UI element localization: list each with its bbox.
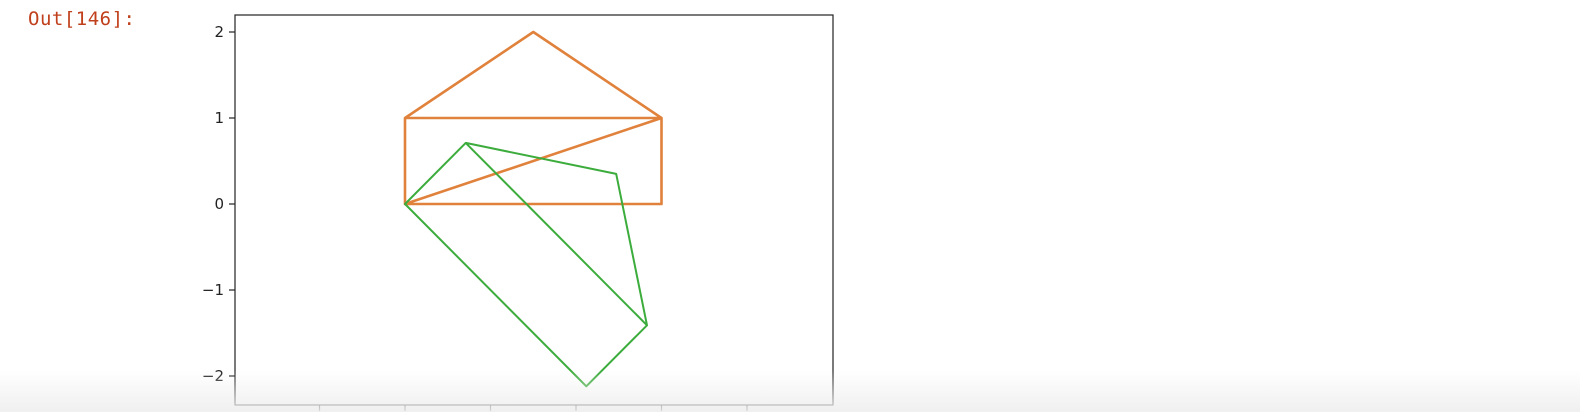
y-tick-label: 0 — [214, 195, 224, 213]
y-tick-label: 2 — [214, 23, 224, 41]
series-house-line — [403, 30, 663, 206]
y-tick-label: −1 — [202, 281, 224, 299]
axes-frame — [234, 14, 834, 406]
y-tick-label: −2 — [202, 367, 224, 385]
series-transformed-line — [404, 141, 648, 388]
plot-axes: 2 1 0 −1 −2 — [202, 23, 748, 411]
y-tick-label: 1 — [214, 109, 224, 127]
plot-series — [403, 30, 663, 388]
output-prompt: Out[146]: — [28, 8, 136, 30]
